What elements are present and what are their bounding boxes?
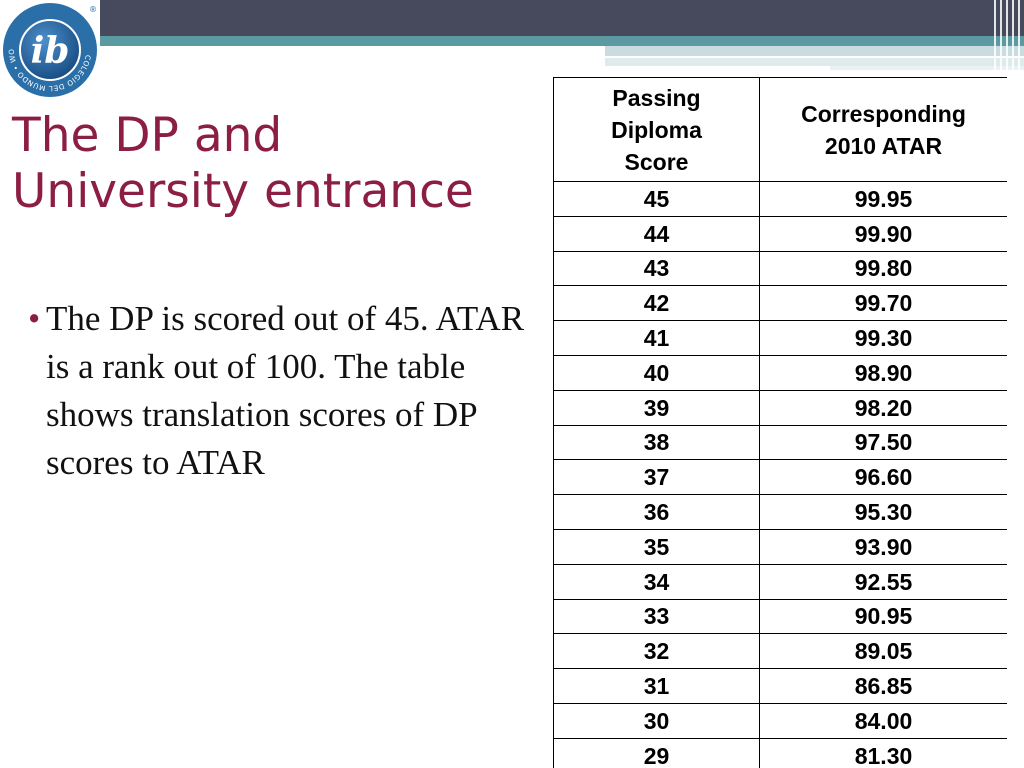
table-row: 39 98.20 [553,389,1007,426]
dp-score-cell: 45 [553,181,760,217]
atar-cell: 92.55 [759,563,1007,600]
table-row: 35 93.90 [553,528,1007,565]
bullet-text: The DP is scored out of 45. ATAR is a ra… [46,299,525,482]
table-row: 34 92.55 [553,563,1007,600]
atar-cell: 93.90 [759,528,1007,565]
header-corresponding-atar: Corresponding 2010 ATAR [759,77,1007,182]
dp-score-cell: 35 [553,528,760,565]
table-body: 45 99.95 44 99.90 43 99.80 42 99.70 41 99.30 40 98.… [553,181,1007,768]
header-stripes [990,0,1024,70]
table-row: 41 99.30 [553,320,1007,356]
slide-title-line-2: University entrance [12,164,474,219]
logo-letters: ib [31,30,70,72]
header-band-light [605,46,1024,56]
dp-score-cell: 39 [553,389,760,426]
score-table-container: Passing Diploma Score Corresponding 2010… [553,77,1007,768]
dp-atar-table: Passing Diploma Score Corresponding 2010… [553,77,1007,768]
logo-registered-mark: ® [89,5,97,14]
dp-score-cell: 31 [553,668,760,704]
atar-cell: 90.95 [759,598,1007,635]
atar-cell: 99.30 [759,320,1007,356]
atar-cell: 89.05 [759,633,1007,670]
table-row: 40 98.90 [553,354,1007,391]
atar-cell: 84.00 [759,702,1007,739]
atar-cell: 99.70 [759,285,1007,322]
dp-score-cell: 29 [553,737,760,768]
dp-score-cell: 44 [553,215,760,252]
atar-cell: 98.20 [759,389,1007,426]
table-row: 38 97.50 [553,424,1007,461]
dp-score-cell: 33 [553,598,760,635]
table-row: 45 99.95 [553,181,1007,217]
dp-score-cell: 38 [553,424,760,461]
dp-score-cell: 40 [553,354,760,391]
dp-score-cell: 30 [553,702,760,739]
atar-cell: 99.80 [759,250,1007,287]
dp-score-cell: 32 [553,633,760,670]
dp-score-cell: 36 [553,494,760,530]
header-passing-diploma-score: Passing Diploma Score [553,77,760,182]
slide-title: The DP and University entrance [12,108,532,220]
table-row: 43 99.80 [553,250,1007,287]
dp-score-cell: 43 [553,250,760,287]
atar-cell: 86.85 [759,668,1007,704]
table-row: 29 81.30 [553,737,1007,768]
table-header-row: Passing Diploma Score Corresponding 2010… [553,77,1007,182]
table-row: 30 84.00 [553,702,1007,739]
table-row: 33 90.95 [553,598,1007,635]
bullet-point: • The DP is scored out of 45. ATAR is a … [28,295,528,487]
table-row: 44 99.90 [553,215,1007,252]
table-row: 32 89.05 [553,633,1007,670]
bullet-marker: • [28,299,41,338]
dp-score-cell: 41 [553,320,760,356]
dp-score-cell: 34 [553,563,760,600]
ib-logo: COLEGIO DEL MUNDO • WORLD SCHOOL • ÉCOLE… [0,0,100,100]
header-band-lighter [605,58,1024,66]
atar-cell: 98.90 [759,354,1007,391]
header-band-faint [830,66,1024,70]
atar-cell: 97.50 [759,424,1007,461]
table-row: 31 86.85 [553,668,1007,704]
header-band-dark [100,0,1024,36]
atar-cell: 95.30 [759,494,1007,530]
table-row: 36 95.30 [553,494,1007,530]
header-band-teal [100,36,1024,46]
dp-score-cell: 42 [553,285,760,322]
atar-cell: 96.60 [759,459,1007,496]
dp-score-cell: 37 [553,459,760,496]
atar-cell: 99.90 [759,215,1007,252]
table-row: 37 96.60 [553,459,1007,496]
slide-title-line-1: The DP and [12,108,283,163]
table-row: 42 99.70 [553,285,1007,322]
atar-cell: 81.30 [759,737,1007,768]
atar-cell: 99.95 [759,181,1007,217]
